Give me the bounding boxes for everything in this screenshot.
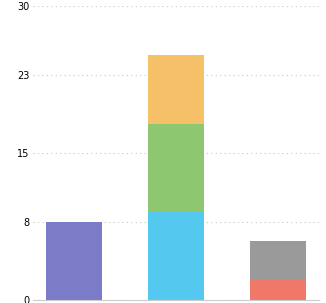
- Bar: [250, 241, 306, 280]
- Bar: [148, 212, 204, 300]
- Bar: [46, 221, 102, 300]
- Bar: [250, 280, 306, 300]
- Bar: [148, 124, 204, 212]
- Bar: [148, 55, 204, 124]
